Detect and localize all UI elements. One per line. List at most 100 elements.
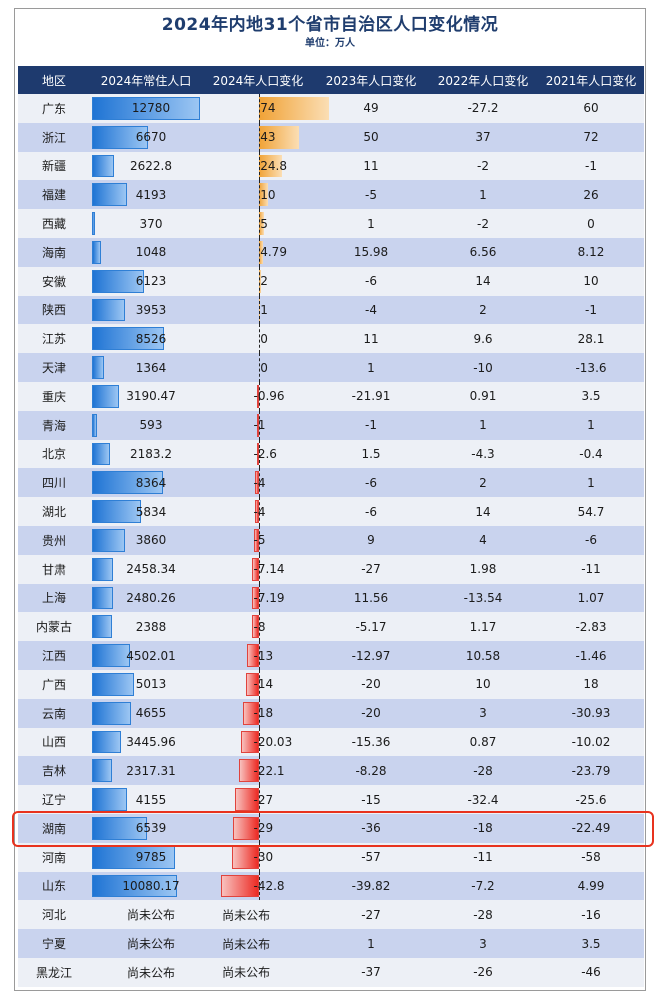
change-2024-cell: -8	[202, 612, 314, 642]
positive-change-bar	[258, 154, 283, 178]
population-cell: 3860	[90, 525, 202, 555]
change-2023-cell: -6	[314, 468, 428, 498]
population-value: 9785	[135, 850, 167, 865]
region-cell: 辽宁	[18, 785, 90, 814]
change-2024-value: -4	[253, 475, 266, 490]
region-cell: 黑龙江	[18, 957, 90, 987]
change-2022-cell: 14	[428, 266, 538, 296]
change-2024-value: 5	[260, 216, 268, 231]
change-2024-value: -1	[253, 418, 266, 433]
change-2024-cell: -27	[202, 785, 314, 814]
population-cell: 6539	[90, 813, 202, 843]
population-value: 2317.31	[126, 763, 176, 778]
region-cell: 福建	[18, 180, 90, 210]
zero-axis-line	[258, 698, 260, 728]
population-cell: 8364	[90, 468, 202, 498]
table-row: 广东 12780 74 49 -27.2 60	[18, 94, 644, 123]
region-cell: 湖北	[18, 497, 90, 526]
change-2021-cell: -1.46	[538, 641, 644, 670]
change-2024-cell: 24.8	[202, 151, 314, 181]
change-2024-value: -13	[253, 648, 274, 663]
header-pop-2024: 2024年常住人口	[90, 66, 202, 94]
negative-change-bar	[251, 615, 259, 639]
population-cell: 593	[90, 410, 202, 440]
population-bar	[92, 471, 163, 495]
population-value: 4655	[135, 706, 167, 721]
change-2023-cell: 1.5	[314, 439, 428, 469]
zero-axis-line	[258, 122, 260, 152]
population-value: 尚未公布	[126, 965, 175, 980]
change-2021-cell: 4.99	[538, 871, 644, 901]
region-cell: 青海	[18, 410, 90, 440]
region-cell: 河北	[18, 900, 90, 930]
change-2023-cell: -20	[314, 698, 428, 728]
change-2024-value: 24.8	[260, 158, 287, 173]
change-2024-value: -2.6	[253, 446, 277, 461]
change-2024-value: 尚未公布	[222, 908, 271, 923]
region-cell: 上海	[18, 583, 90, 613]
region-cell: 安徽	[18, 266, 90, 296]
change-2024-cell: 4.79	[202, 237, 314, 267]
change-2021-cell: 54.7	[538, 497, 644, 526]
unit-label: 单位：万人	[305, 38, 355, 49]
positive-change-bar	[258, 240, 264, 264]
change-2022-cell: 0.87	[428, 727, 538, 757]
change-2024-value: -20.03	[253, 734, 293, 749]
zero-axis-line	[258, 785, 260, 814]
table-row: 山东 10080.17 -42.8 -39.82 -7.2 4.99	[18, 871, 644, 901]
change-2021-cell: -1	[538, 151, 644, 181]
change-2024-value: -30	[253, 850, 274, 865]
population-value: 5834	[135, 504, 167, 519]
change-2024-cell: -30	[202, 842, 314, 872]
change-2022-cell: 1	[428, 410, 538, 440]
change-2023-cell: -1	[314, 410, 428, 440]
change-2024-value: 2	[260, 274, 268, 289]
population-value: 3860	[135, 533, 167, 548]
population-cell: 3953	[90, 295, 202, 325]
population-bar	[92, 240, 101, 264]
change-2023-cell: 49	[314, 94, 428, 123]
population-cell: 3190.47	[90, 381, 202, 411]
change-2024-cell: -7.14	[202, 554, 314, 584]
table-row: 安徽 6123 2 -6 14 10	[18, 266, 644, 296]
change-2024-cell: 尚未公布	[202, 957, 314, 987]
region-cell: 江苏	[18, 324, 90, 354]
zero-axis-line	[258, 353, 260, 382]
zero-axis-line	[258, 497, 260, 526]
table-row: 浙江 6670 43 50 37 72	[18, 122, 644, 152]
change-2022-cell: 37	[428, 122, 538, 152]
region-cell: 云南	[18, 698, 90, 728]
population-cell: 4655	[90, 698, 202, 728]
population-bar	[92, 672, 135, 696]
table-header-row: 地区 2024年常住人口 2024年人口变化 2023年人口变化 2022年人口…	[18, 66, 644, 94]
change-2023-cell: -21.91	[314, 381, 428, 411]
change-2022-cell: -28	[428, 900, 538, 930]
table-row: 山西 3445.96 -20.03 -15.36 0.87 -10.02	[18, 727, 644, 757]
header-change-2023: 2023年人口变化	[314, 66, 428, 94]
population-bar	[92, 557, 113, 581]
population-bar	[92, 298, 126, 322]
change-2021-cell: 10	[538, 266, 644, 296]
change-2024-cell: 1	[202, 295, 314, 325]
region-cell: 陕西	[18, 295, 90, 325]
population-bar	[92, 125, 149, 149]
negative-change-bar	[252, 586, 259, 610]
table-row: 海南 1048 4.79 15.98 6.56 8.12	[18, 237, 644, 267]
population-bar	[92, 442, 111, 466]
zero-axis-line	[258, 180, 260, 210]
population-cell: 尚未公布	[90, 957, 202, 987]
region-cell: 江西	[18, 641, 90, 670]
zero-axis-line	[258, 583, 260, 613]
change-2022-cell: -13.54	[428, 583, 538, 613]
negative-change-bar	[234, 788, 259, 811]
change-2021-cell: 3.5	[538, 929, 644, 958]
table-row: 青海 593 -1 -1 1 1	[18, 410, 644, 440]
zero-axis-line	[258, 669, 260, 699]
population-cell: 1048	[90, 237, 202, 267]
table-row: 新疆 2622.8 24.8 11 -2 -1	[18, 151, 644, 181]
change-2023-cell: 15.98	[314, 237, 428, 267]
change-2021-cell: 1	[538, 468, 644, 498]
change-2024-value: -4	[253, 504, 266, 519]
zero-axis-line	[258, 266, 260, 296]
zero-axis-line	[258, 842, 260, 872]
